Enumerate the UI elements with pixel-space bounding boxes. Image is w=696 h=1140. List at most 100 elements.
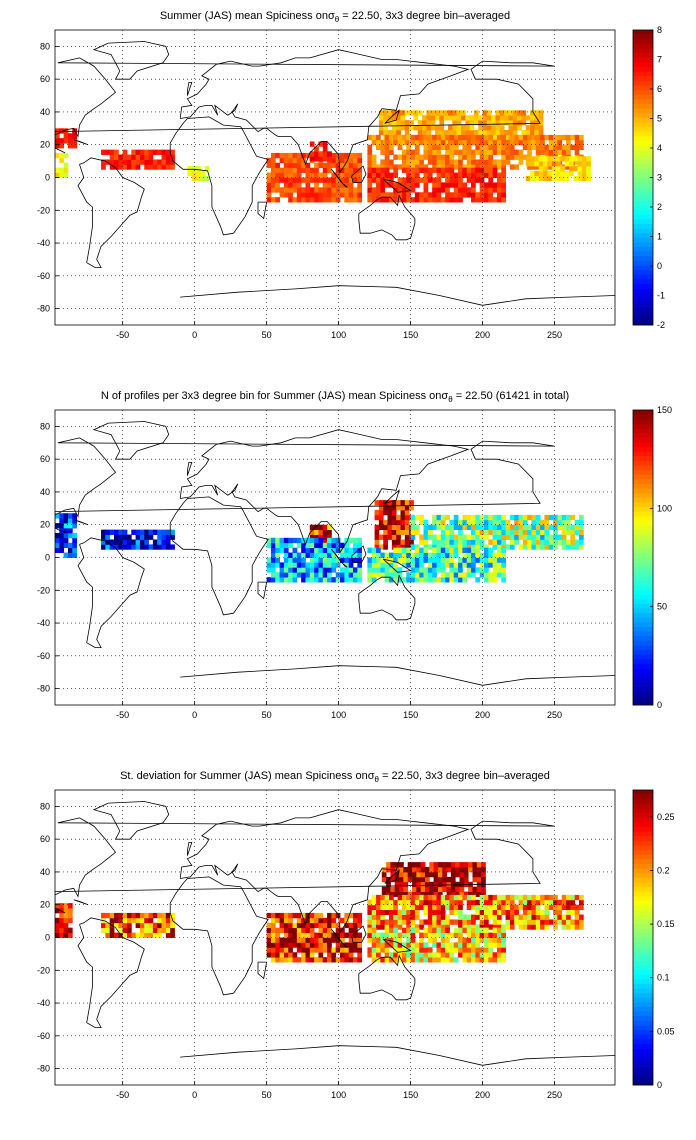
colorbar-tick-label: 0.05 bbox=[657, 1026, 675, 1036]
heatmap-cell bbox=[305, 567, 311, 573]
heatmap-cell bbox=[390, 862, 396, 868]
heatmap-cell bbox=[157, 539, 162, 545]
heatmap-cell bbox=[432, 927, 437, 933]
heatmap-cell bbox=[327, 167, 332, 173]
heatmap-cell bbox=[59, 128, 65, 134]
heatmap-cell bbox=[473, 120, 479, 126]
heatmap-cell bbox=[148, 932, 154, 938]
heatmap-cell bbox=[387, 500, 393, 506]
heatmap-cell bbox=[514, 529, 519, 535]
heatmap-cell bbox=[522, 919, 528, 925]
heatmap-cell bbox=[458, 899, 463, 906]
heatmap-cell bbox=[352, 192, 358, 198]
heatmap-cell bbox=[348, 927, 354, 933]
heatmap-cell bbox=[514, 914, 519, 920]
heatmap-cell bbox=[422, 115, 427, 121]
heatmap-cell bbox=[453, 524, 459, 531]
heatmap-cell bbox=[161, 912, 167, 919]
heatmap-cell bbox=[72, 537, 77, 544]
heatmap-cell bbox=[475, 909, 481, 915]
heatmap-cell bbox=[475, 914, 481, 920]
heatmap-cell bbox=[292, 157, 298, 164]
heatmap-cell bbox=[426, 129, 432, 136]
heatmap-cell bbox=[547, 161, 553, 167]
heatmap-cell bbox=[371, 562, 377, 568]
heatmap-cell bbox=[331, 157, 337, 164]
heatmap-cell bbox=[384, 894, 390, 901]
heatmap-cell bbox=[436, 952, 442, 958]
heatmap-cell bbox=[522, 524, 528, 531]
heatmap-cell bbox=[432, 904, 437, 911]
heatmap-cell bbox=[432, 899, 437, 906]
heatmap-cell bbox=[445, 557, 450, 563]
heatmap-cell bbox=[296, 537, 302, 544]
heatmap-cell bbox=[449, 567, 455, 573]
heatmap-cell bbox=[388, 197, 394, 203]
heatmap-cell bbox=[157, 544, 162, 550]
heatmap-cell bbox=[483, 164, 489, 170]
heatmap-cell bbox=[483, 577, 489, 583]
heatmap-cell bbox=[309, 552, 315, 558]
heatmap-cell bbox=[440, 529, 446, 535]
heatmap-cell bbox=[165, 544, 171, 550]
heatmap-cell bbox=[501, 197, 506, 203]
heatmap-cell bbox=[318, 957, 324, 963]
heatmap-cell bbox=[471, 572, 476, 578]
heatmap-cell bbox=[518, 529, 524, 535]
heatmap-cell bbox=[314, 912, 319, 919]
heatmap-cell bbox=[501, 524, 506, 531]
heatmap-cell bbox=[426, 125, 432, 131]
heatmap-cell bbox=[452, 134, 458, 141]
heatmap-cell bbox=[109, 932, 115, 938]
heatmap-cell bbox=[204, 166, 210, 172]
heatmap-cell bbox=[492, 562, 498, 568]
heatmap-cell bbox=[371, 177, 377, 183]
heatmap-cell bbox=[466, 514, 472, 521]
heatmap-cell bbox=[387, 529, 393, 535]
heatmap-cell bbox=[527, 909, 532, 915]
heatmap-cell bbox=[296, 957, 302, 963]
heatmap-cell bbox=[309, 151, 315, 157]
heatmap-cell bbox=[322, 156, 328, 162]
heatmap-cell bbox=[144, 529, 149, 535]
heatmap-cell bbox=[374, 524, 380, 531]
heatmap-cell bbox=[292, 912, 298, 919]
heatmap-cell bbox=[380, 172, 386, 178]
heatmap-cell bbox=[436, 927, 442, 933]
heatmap-cell bbox=[367, 154, 373, 160]
heatmap-cell bbox=[396, 115, 401, 121]
heatmap-cell bbox=[499, 115, 505, 121]
heatmap-cell bbox=[352, 157, 358, 164]
heatmap-cell bbox=[446, 876, 452, 883]
heatmap-cell bbox=[63, 513, 69, 519]
heatmap-cell bbox=[55, 903, 60, 909]
heatmap-cell bbox=[352, 932, 358, 938]
heatmap-cell bbox=[301, 187, 306, 193]
heatmap-cell bbox=[105, 539, 111, 545]
heatmap-cell bbox=[435, 125, 440, 131]
heatmap-cell bbox=[522, 154, 528, 160]
heatmap-cell bbox=[440, 924, 446, 930]
heatmap-cell bbox=[309, 942, 315, 948]
heatmap-cell bbox=[531, 529, 537, 535]
heatmap-cell bbox=[475, 524, 481, 531]
heatmap-cell bbox=[466, 149, 472, 155]
heatmap-cell bbox=[466, 544, 472, 550]
heatmap-cell bbox=[314, 156, 319, 162]
heatmap-cell bbox=[126, 539, 132, 545]
heatmap-cell bbox=[505, 139, 511, 146]
heatmap-cell bbox=[479, 552, 485, 558]
heatmap-cell bbox=[344, 562, 350, 568]
heatmap-cell bbox=[548, 164, 554, 170]
heatmap-cell bbox=[475, 514, 481, 521]
heatmap-cell bbox=[466, 552, 472, 558]
heatmap-cell bbox=[383, 524, 388, 531]
heatmap-cell bbox=[357, 947, 363, 953]
heatmap-cell bbox=[388, 924, 394, 930]
heatmap-cell bbox=[459, 862, 465, 868]
heatmap-cell bbox=[445, 149, 450, 155]
heatmap-cell bbox=[406, 894, 411, 901]
heatmap-cell bbox=[352, 152, 358, 159]
heatmap-cell bbox=[335, 157, 341, 164]
heatmap-cell bbox=[344, 577, 350, 583]
